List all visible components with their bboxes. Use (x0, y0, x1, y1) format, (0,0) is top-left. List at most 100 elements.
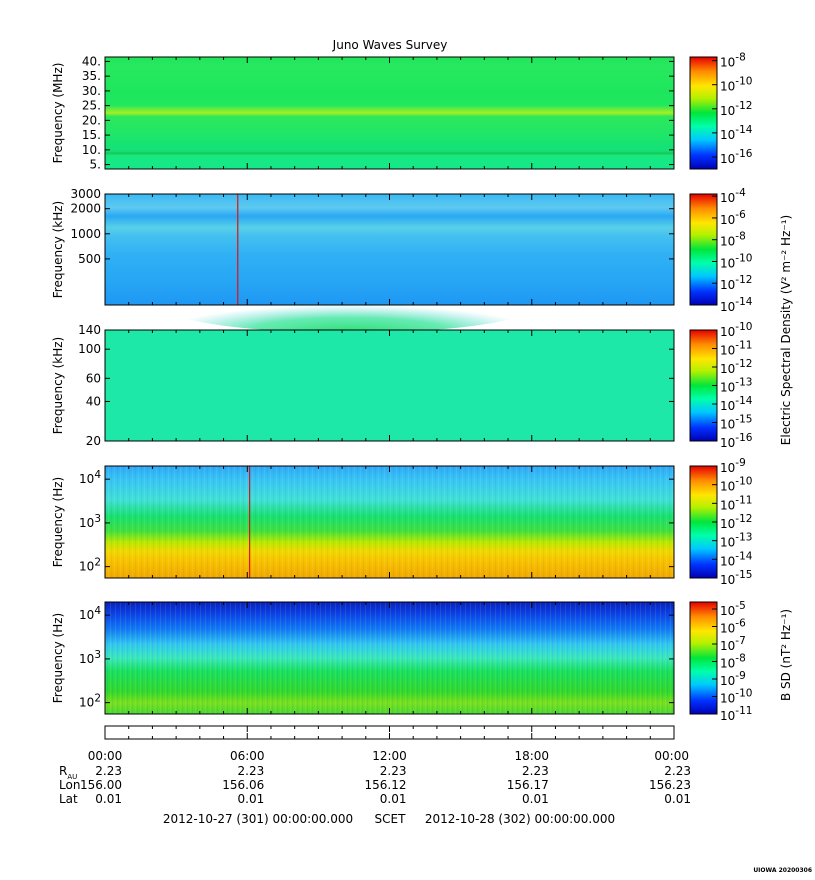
colorbar-tick-label: 10-16 (720, 432, 753, 450)
spectrogram-panels: 40.35.30.25.20.15.10.5. Frequency (MHz) 30… (51, 54, 675, 715)
ephemeris-value: 0.01 (238, 792, 265, 806)
colorbar-frame-p2 (689, 193, 718, 306)
colorbar-tick-exponent: -15 (735, 569, 752, 581)
y-tick-label: 35. (82, 69, 101, 83)
colorbar-tick-exponent: -10 (735, 688, 752, 700)
electric-colorbar-title: Electric Spectral Density (V² m⁻² Hz⁻¹) (779, 215, 793, 445)
time-range-label: SCET (375, 812, 407, 826)
ephemeris-value: 156.23 (649, 778, 691, 792)
colorbar-tick-label: 10-14 (720, 296, 753, 314)
ephemeris-row-label: Lat (59, 792, 78, 806)
y-tick-label: 20 (86, 434, 101, 448)
colorbar-tick-exponent: -11 (735, 705, 752, 717)
ephemeris-value: 156.17 (507, 778, 549, 792)
y-tick-exponent: 4 (94, 605, 101, 617)
ephemeris-value: 0.01 (664, 792, 691, 806)
ephemeris-value: 156.00 (80, 778, 122, 792)
y-tick-label: 3000 (70, 187, 101, 201)
colorbar-tick-label: 10-11 (720, 340, 752, 358)
colorbar-tick-label: 10-10 (720, 321, 752, 339)
time-range-end: 2012-10-28 (302) 00:00:00.000 (425, 812, 615, 826)
colorbar-tick-exponent: -9 (735, 670, 745, 682)
colorbar-tick-label: 10-10 (720, 252, 752, 270)
colorbar-tick-exponent: -7 (735, 635, 745, 647)
ephemeris-row-label: Lon (59, 778, 80, 792)
colorbar-tick-label: 10-10 (720, 688, 752, 706)
colorbar-tick-exponent: -12 (735, 100, 752, 112)
colorbar-tick-exponent: -13 (735, 377, 752, 389)
colorbar-tick-label: 10-8 (720, 231, 746, 249)
colorbar-tick-exponent: -11 (735, 340, 752, 352)
y-tick-exponent: 3 (94, 513, 101, 525)
colorbar-tick-label: 10-6 (720, 618, 746, 636)
ephemeris-value: 156.12 (365, 778, 407, 792)
colorbar-tick-exponent: -16 (735, 148, 752, 160)
colorbar-scale-p2 (690, 194, 717, 305)
ephemeris-value: 156.06 (222, 778, 264, 792)
colorbar-tick-exponent: -5 (735, 600, 745, 612)
y-tick-label: 30. (82, 84, 101, 98)
ephemeris-value: 2.23 (664, 764, 691, 778)
y-tick-label: 10. (82, 143, 101, 157)
y-axis-label-p1: Frequency (MHz) (51, 63, 65, 164)
y-axis-label-p4: Frequency (Hz) (51, 477, 65, 568)
texture-p5 (105, 602, 674, 714)
colorbars: 10-8 10-10 10-12 10-14 10-16 10-4 10-6 10-8 10-1… (689, 52, 753, 723)
y-tick-label: 5. (90, 158, 101, 172)
y-tick-label: 103 (79, 649, 101, 666)
y-axis-label-p5: Frequency (Hz) (51, 613, 65, 704)
colorbar-tick-label: 10-14 (720, 395, 753, 413)
colorbar-frame-p1 (689, 56, 718, 170)
colorbar-tick-exponent: -6 (735, 209, 746, 221)
colorbar-tick-exponent: -8 (735, 653, 745, 665)
chart-title: Juno Waves Survey (332, 38, 448, 52)
ephemeris-value: 2.23 (380, 764, 407, 778)
colorbar-tick-label: 10-11 (720, 705, 752, 723)
spectrogram-p1 (105, 57, 674, 169)
colorbar-tick-exponent: -14 (735, 550, 752, 562)
colorbar-p1: 10-8 10-10 10-12 10-14 10-16 (689, 52, 753, 170)
y-tick-exponent: 2 (94, 557, 101, 569)
ephemeris-value: 2.23 (95, 764, 122, 778)
y-tick-label: 15. (82, 128, 101, 142)
panel-p5: 104 103 102 Frequency (Hz) (51, 601, 675, 715)
y-tick-exponent: 2 (94, 693, 101, 705)
y-tick-label: 140 (78, 323, 101, 337)
ephemeris-value: 0.01 (522, 792, 549, 806)
colorbar-tick-label: 10-9 (720, 457, 746, 475)
y-tick-label: 102 (79, 557, 101, 574)
colorbar-tick-label: 10-6 (720, 209, 746, 227)
colorbar-tick-label: 10-7 (720, 635, 746, 653)
time-range-start: 2012-10-27 (301) 00:00:00.000 (163, 812, 353, 826)
y-tick-label: 104 (79, 469, 101, 486)
colorbar-tick-exponent: -4 (735, 187, 746, 199)
y-axis-label-p2: Frequency (kHz) (51, 201, 65, 298)
colorbar-tick-exponent: -15 (735, 414, 752, 426)
footer-stamp: UIOWA 20200306 (753, 867, 812, 874)
ephemeris-time-label: 18:00 (514, 749, 549, 763)
colorbar-tick-exponent: -6 (735, 618, 746, 630)
colorbar-tick-label: 10-14 (720, 550, 753, 568)
y-tick-label: 1000 (70, 227, 101, 241)
panel-p1: 40.35.30.25.20.15.10.5. Frequency (MHz) (51, 54, 675, 172)
spectrogram-p3 (105, 330, 674, 441)
colorbar-tick-label: 10-5 (720, 600, 746, 618)
colorbar-tick-label: 10-10 (720, 76, 752, 94)
ephemeris-row-sublabel: AU (67, 773, 77, 781)
y-tick-label: 104 (79, 605, 101, 622)
ephemeris-value: 2.23 (522, 764, 549, 778)
texture-p4 (105, 466, 674, 578)
colorbar-tick-label: 10-12 (720, 358, 752, 376)
colorbar-tick-label: 10-12 (720, 513, 752, 531)
colorbar-tick-label: 10-15 (720, 414, 752, 432)
panel-p4: 104 103 102 Frequency (Hz) (51, 465, 675, 579)
ephemeris-time-label: 12:00 (372, 749, 407, 763)
ephemeris-value: 2.23 (238, 764, 265, 778)
colorbar-tick-exponent: -8 (735, 231, 745, 243)
time-axis (104, 725, 675, 740)
y-axis-label-p3: Frequency (kHz) (51, 337, 65, 434)
ephemeris-time-label: 00:00 (88, 749, 123, 763)
